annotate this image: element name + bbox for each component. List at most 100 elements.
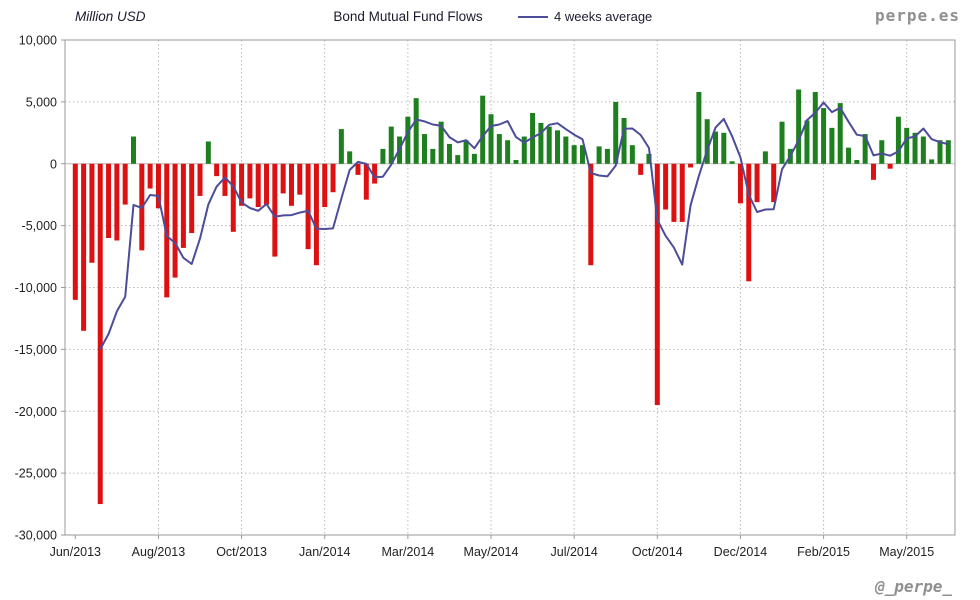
flow-bar — [155, 163, 161, 209]
flow-bar — [471, 153, 477, 164]
flow-bar — [862, 134, 868, 164]
four-week-average-line — [99, 101, 949, 350]
flow-bar — [505, 140, 511, 164]
flow-bar — [870, 163, 876, 180]
flow-bar — [604, 148, 610, 164]
flow-bar — [205, 141, 211, 164]
flow-bar — [538, 122, 544, 164]
flow-bar — [895, 116, 901, 164]
flow-bar — [588, 163, 594, 266]
flow-bar — [671, 163, 677, 222]
flow-bar — [721, 132, 727, 164]
flow-bar — [197, 163, 203, 196]
flow-bar — [887, 163, 893, 169]
y-tick-label: -5,000 — [22, 219, 57, 233]
flow-bar — [422, 134, 427, 164]
flow-bar — [579, 145, 585, 164]
flow-bar — [629, 145, 635, 164]
flow-bar — [297, 163, 303, 195]
x-tick-label: Jan/2014 — [299, 545, 350, 559]
flow-bar — [239, 163, 245, 206]
flow-bar — [496, 134, 502, 164]
flow-bar — [571, 145, 577, 164]
y-tick-label: -15,000 — [15, 343, 57, 357]
flow-bar — [729, 161, 735, 164]
flow-bar — [72, 163, 78, 300]
x-tick-label: Jun/2013 — [50, 545, 101, 559]
flow-bar — [147, 163, 153, 189]
flow-bar — [737, 163, 743, 204]
y-tick-label: -10,000 — [15, 281, 57, 295]
flow-bar — [945, 140, 951, 164]
flow-bar — [521, 136, 527, 164]
flow-bar — [264, 163, 270, 205]
flow-bar — [937, 140, 943, 164]
legend: 4 weeks average — [518, 9, 652, 24]
flow-bar — [796, 89, 802, 164]
flow-bar — [638, 163, 644, 175]
flow-bar — [81, 163, 87, 331]
flow-bar — [546, 126, 552, 164]
flow-bar — [380, 148, 386, 164]
twitter-handle: @_perpe_ — [874, 577, 952, 596]
chart-title: Bond Mutual Fund Flows — [333, 9, 483, 24]
x-tick-label: Feb/2015 — [797, 545, 850, 559]
flow-bar — [338, 129, 344, 164]
flow-bar — [771, 163, 777, 203]
flow-bar — [613, 101, 619, 164]
flow-bar — [430, 148, 436, 164]
flow-bar — [754, 163, 760, 203]
x-tick-label: Jul/2014 — [551, 545, 598, 559]
flow-bar — [280, 163, 286, 194]
y-tick-label: 5,000 — [26, 95, 57, 109]
flow-bar — [480, 95, 486, 164]
site-watermark: perpe.es — [874, 6, 960, 25]
flow-bar — [746, 163, 752, 282]
flow-bar — [679, 163, 685, 222]
flow-bar — [388, 126, 394, 164]
flow-bar — [663, 163, 669, 210]
flow-bar — [455, 155, 461, 164]
x-tick-label: May/2015 — [879, 545, 934, 559]
flow-bar — [322, 163, 328, 208]
flow-bar — [122, 163, 128, 205]
flow-bar — [929, 159, 935, 164]
legend-label: 4 weeks average — [554, 9, 653, 24]
flow-bar — [313, 163, 319, 266]
x-tick-label: Aug/2013 — [132, 545, 186, 559]
flow-bar — [854, 160, 860, 164]
flow-bar — [347, 151, 353, 164]
flow-bar — [106, 163, 112, 238]
flow-bar — [846, 147, 852, 164]
flow-bar — [288, 163, 294, 206]
y-axis-labels: 10,000 5,000 0 -5,000 -10,000 -15,000 -20,000 -… — [15, 34, 65, 543]
flow-bar — [912, 132, 918, 164]
flow-bar — [89, 163, 95, 263]
flow-bar — [131, 136, 136, 164]
flow-bar — [879, 140, 885, 164]
flow-bar — [230, 163, 236, 232]
x-tick-label: Oct/2013 — [216, 545, 267, 559]
y-axis-title: Million USD — [75, 9, 146, 24]
flow-bar — [272, 163, 278, 257]
flow-bar — [247, 163, 253, 199]
x-tick-label: Dec/2014 — [714, 545, 768, 559]
flow-bar — [563, 136, 569, 164]
flow-bar — [172, 163, 178, 278]
flow-bar — [762, 151, 768, 164]
flow-bar — [255, 163, 261, 208]
flow-bar — [596, 146, 602, 164]
x-tick-label: Mar/2014 — [381, 545, 434, 559]
x-tick-label: Oct/2014 — [632, 545, 683, 559]
flow-bar — [305, 163, 311, 250]
flow-bar — [222, 163, 228, 196]
flow-bar — [779, 121, 785, 164]
legend-line-sample-icon — [518, 15, 548, 18]
flow-bar — [696, 91, 702, 164]
flow-bar — [180, 163, 186, 248]
flow-bar — [438, 121, 444, 164]
flow-bar — [463, 140, 469, 164]
flow-bar — [713, 131, 718, 164]
